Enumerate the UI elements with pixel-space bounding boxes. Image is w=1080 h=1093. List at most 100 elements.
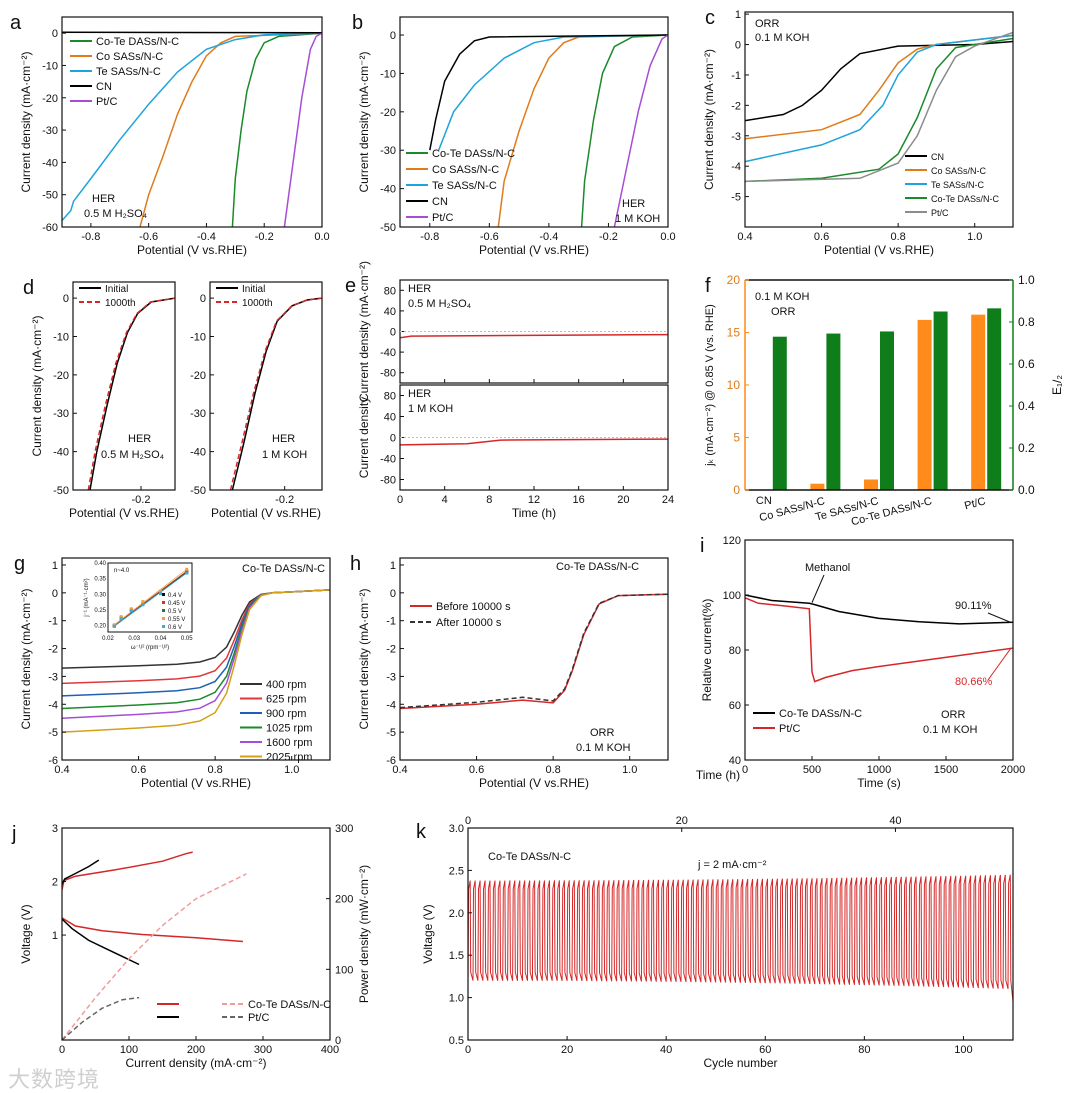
y-tick-label: -40 — [53, 447, 69, 459]
y-tick-label: -10 — [42, 60, 58, 72]
y-axis-label: Relative current(%) — [700, 599, 714, 702]
legend-label: Co SASs/N-C — [432, 164, 499, 176]
inset-point — [185, 571, 189, 575]
x-tick-label: -0.4 — [539, 231, 558, 243]
y-tick-label: 5 — [733, 431, 740, 445]
axes-frame-d2 — [209, 281, 323, 491]
y-tick-label: -5 — [48, 727, 58, 739]
series-line-cn — [429, 34, 668, 151]
legend-label: Initial — [242, 284, 265, 295]
legend-label: Pt/C — [248, 1012, 269, 1024]
x-tick-label: -0.2 — [255, 231, 274, 243]
x-tick-label: 0.0 — [314, 231, 329, 243]
y-tick-label: 1 — [735, 9, 741, 21]
y-tick-label: 0 — [52, 588, 58, 600]
y-tick-label: -5 — [386, 727, 396, 739]
y-tick-label: -80 — [380, 368, 396, 380]
y-tick-label: -1 — [48, 616, 58, 628]
y-tick-label: 1.0 — [449, 993, 464, 1005]
y-tick-label: 0 — [52, 28, 58, 40]
x-tick-label: 1.0 — [622, 764, 637, 776]
y2-tick-label: 100 — [335, 964, 353, 976]
legend-label: Co-Te DASs/N-C — [779, 708, 862, 720]
y-tick-label: -50 — [53, 485, 69, 497]
legend-label: 1000th — [242, 298, 273, 309]
y-tick-label: -20 — [53, 370, 69, 382]
annotation: 1 M KOH — [615, 213, 660, 225]
y-tick-label: -40 — [380, 454, 396, 466]
annotation: j = 2 mA·cm⁻² — [697, 859, 767, 871]
x-tick-label: 24 — [662, 494, 674, 506]
y-tick-label: -4 — [386, 699, 396, 711]
annotation: ORR — [755, 18, 780, 30]
legend-label: CN — [96, 81, 112, 93]
annotation: Co-Te DASs/N-C — [488, 851, 571, 863]
series-line-stability — [400, 438, 668, 446]
inset-x-tick-label: 0.04 — [155, 636, 167, 642]
y-tick-label: 1 — [390, 560, 396, 572]
x-tick-label: 20 — [617, 494, 629, 506]
y-tick-label: 10 — [727, 378, 741, 392]
category-label: CN — [756, 495, 772, 507]
inset-point — [159, 592, 162, 596]
x-axis-label: Time (s) — [857, 776, 901, 790]
annotation: ORR — [941, 709, 966, 721]
y-tick-label: -3 — [48, 671, 58, 683]
series-line-after-10000-s — [400, 593, 668, 709]
x-axis-label: Potential (V vs.RHE) — [69, 506, 179, 520]
x-tick-label: 1.0 — [967, 231, 982, 243]
y-tick-label: 0 — [390, 327, 396, 339]
inset-x-tick-label: 0.02 — [102, 636, 114, 642]
x-tick-label: 500 — [803, 764, 821, 776]
legend-label: 625 rpm — [266, 694, 306, 706]
plot-area — [429, 34, 668, 227]
plot-area — [745, 31, 1013, 183]
y2-axis-label: E₁/₂ — [1050, 375, 1064, 395]
annotation: HER — [408, 283, 431, 295]
x-axis-label: Time (h) — [512, 506, 556, 520]
annotation: 1 M KOH — [262, 449, 307, 461]
legend-label: Te SASs/N-C — [432, 180, 497, 192]
inset-legend-marker — [162, 625, 165, 628]
x-tick-label: 0.8 — [207, 764, 222, 776]
y-tick-label: 0 — [733, 483, 740, 497]
y-axis-label: Current density (mA·cm⁻²) — [702, 49, 716, 190]
x-tick-label: -0.8 — [81, 231, 100, 243]
panel-letter: g — [14, 553, 25, 575]
panel-letter: e — [345, 275, 356, 297]
y-tick-label: -4 — [731, 161, 741, 173]
y-tick-label: -4 — [48, 699, 58, 711]
methanol-arrow — [811, 574, 825, 603]
series-line-stability — [400, 333, 668, 339]
legend-label: 900 rpm — [266, 708, 306, 720]
annotation: 0.5 M H₂SO₄ — [408, 298, 472, 310]
y-tick-label: 80 — [729, 645, 741, 657]
inset-y-tick-label: 0.40 — [94, 561, 106, 567]
y-tick-label: -2 — [386, 644, 396, 656]
inset-fit-line — [114, 572, 187, 627]
x-tick-label: 0.6 — [814, 231, 829, 243]
arrow-80 — [987, 647, 1012, 681]
annotation: 0.5 M H₂SO₄ — [101, 449, 165, 461]
x-axis-label: Potential (V vs.RHE) — [479, 243, 589, 257]
y-axis-label: Current density (mA·cm⁻²) — [19, 588, 33, 729]
series-line-pt-c — [745, 597, 1013, 683]
series-line-te-sass-n-c — [62, 32, 322, 222]
series-line-te-sass-n-c — [438, 34, 668, 151]
plot-area — [400, 438, 668, 446]
legend-label: 1000th — [105, 298, 136, 309]
y-tick-label: -1 — [386, 616, 396, 628]
y-axis-label: Current density (mA·cm⁻²) — [357, 588, 371, 729]
inset-point — [129, 607, 133, 611]
y-tick-label: 2 — [52, 877, 58, 889]
inset-x-label: ω⁻¹/² (rpm⁻¹/²) — [131, 645, 169, 651]
annotation: 0.1 M KOH — [576, 742, 630, 754]
x-tick-label: 80 — [858, 1044, 870, 1056]
y-axis-label: Voltage (V) — [19, 904, 33, 963]
bar-e12 — [933, 311, 948, 490]
x-tick-label: 200 — [187, 1044, 205, 1056]
category-label: Pt/C — [963, 495, 987, 512]
y-tick-label: 0 — [200, 293, 206, 305]
